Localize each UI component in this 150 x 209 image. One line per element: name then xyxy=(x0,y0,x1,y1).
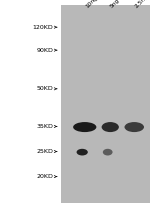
Bar xyxy=(61,5,150,203)
Ellipse shape xyxy=(102,122,119,132)
Text: 25KD: 25KD xyxy=(36,149,53,154)
Ellipse shape xyxy=(77,149,88,155)
Text: 2.5ng: 2.5ng xyxy=(134,0,150,9)
Text: 20KD: 20KD xyxy=(36,174,53,179)
Text: 10ng: 10ng xyxy=(85,0,99,9)
Text: 50KD: 50KD xyxy=(36,86,53,91)
Text: 35KD: 35KD xyxy=(36,124,53,129)
Ellipse shape xyxy=(73,122,96,132)
Text: 120KD: 120KD xyxy=(33,25,53,30)
Text: 5ng: 5ng xyxy=(110,0,121,9)
Ellipse shape xyxy=(103,149,112,155)
Text: 90KD: 90KD xyxy=(36,48,53,53)
Ellipse shape xyxy=(124,122,144,132)
